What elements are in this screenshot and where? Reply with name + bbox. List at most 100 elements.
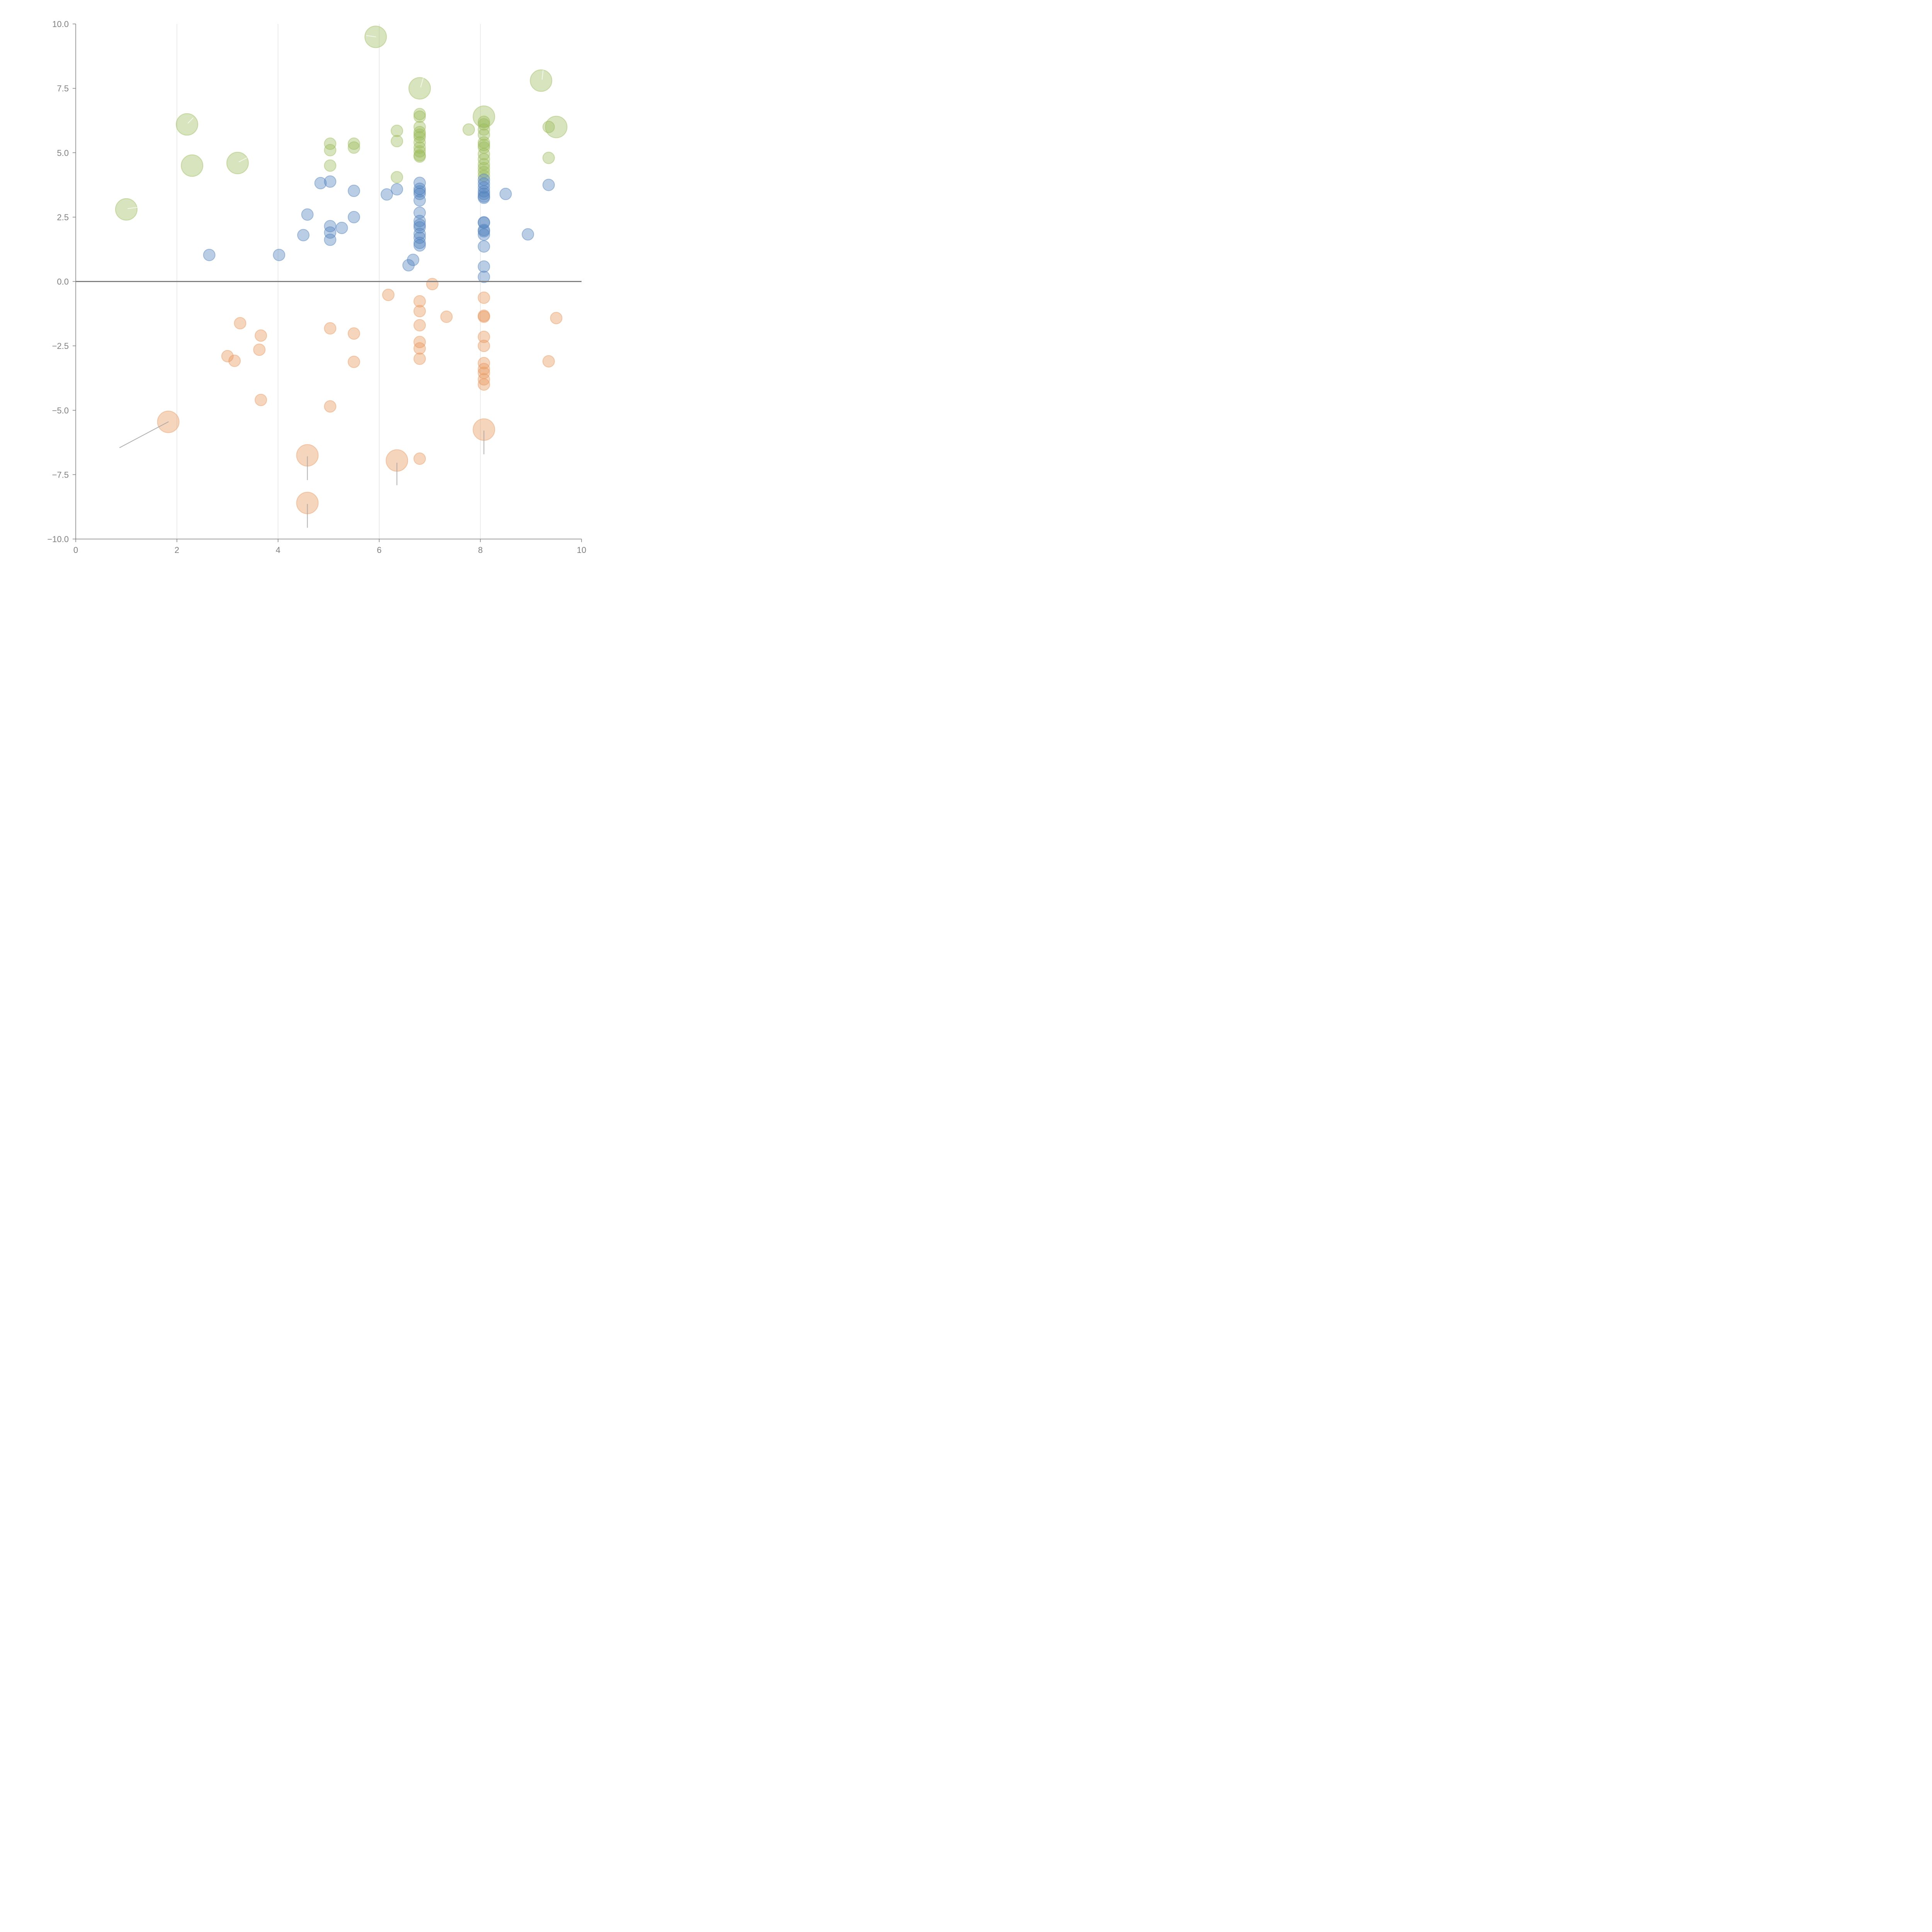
- series-orange: [157, 278, 563, 514]
- bubble-point: [221, 350, 234, 362]
- label-leader-line: [119, 421, 169, 448]
- bubble-point: [478, 148, 490, 160]
- bubble-point: [324, 220, 337, 233]
- bubbles: [115, 26, 568, 514]
- y-tick-label: 2.5: [57, 213, 69, 222]
- bubble-point: [478, 240, 490, 253]
- bubble-point: [413, 305, 426, 318]
- bubble-point: [478, 228, 490, 241]
- bubble-point: [413, 128, 426, 141]
- bubble-point: [413, 231, 426, 244]
- bubble-point: [297, 229, 310, 242]
- bubble-point: [413, 239, 426, 252]
- bubble-point: [478, 166, 490, 179]
- bubble-point: [413, 126, 426, 138]
- bubble-point: [413, 194, 426, 207]
- label-leader-line: [420, 77, 424, 88]
- bubble-point: [542, 121, 555, 133]
- bubble-point: [228, 354, 241, 367]
- bubble-point: [413, 342, 426, 355]
- x-axis-ticks: 0 2 4 6 8 10: [73, 539, 586, 555]
- bubble-point: [226, 151, 249, 174]
- bubble-point: [407, 253, 420, 266]
- bubble-point: [478, 190, 490, 203]
- bubble-point: [413, 108, 426, 121]
- bubble-point: [478, 291, 490, 304]
- bubble-point: [175, 113, 198, 136]
- y-tick-label: −2.5: [52, 341, 69, 351]
- x-tick-label: 10: [577, 545, 586, 555]
- bubble-point: [413, 218, 426, 231]
- bubble-point: [413, 452, 426, 465]
- bubble-point: [413, 206, 426, 219]
- bubble-point: [426, 278, 439, 291]
- bubble-point: [473, 105, 495, 128]
- bubble-point: [391, 124, 403, 137]
- axes: [75, 24, 582, 539]
- bubble-point: [478, 373, 490, 386]
- y-tick-label: 7.5: [57, 84, 69, 94]
- bubble-point: [413, 136, 426, 149]
- bubble-point: [478, 162, 490, 175]
- bubble-point: [542, 151, 555, 164]
- y-tick-label: 0.0: [57, 277, 69, 287]
- bubble-point: [413, 187, 426, 200]
- bubble-point: [478, 158, 490, 171]
- bubble-point: [324, 233, 337, 246]
- bubble-point: [413, 150, 426, 163]
- label-leader-line: [541, 70, 544, 80]
- bubble-point: [324, 400, 337, 413]
- bubble-point: [255, 329, 267, 342]
- bubble-point: [391, 171, 403, 184]
- bubble-point: [413, 295, 426, 308]
- bubble-point: [530, 69, 553, 92]
- bubble-point: [324, 137, 337, 150]
- bubble-point: [499, 187, 512, 200]
- bubble-point: [324, 175, 337, 188]
- bubble-point: [413, 110, 426, 123]
- bubble-point: [347, 327, 360, 340]
- bubble-point: [478, 330, 490, 343]
- bubble-point: [413, 121, 426, 133]
- leader-lines: [119, 35, 544, 528]
- bubble-point: [478, 173, 490, 186]
- bubble-point: [478, 367, 490, 379]
- bubble-point: [478, 118, 490, 131]
- bubble-point: [324, 226, 337, 239]
- bubble-point: [347, 184, 360, 197]
- bubble-point: [478, 187, 490, 200]
- bubble-point: [478, 216, 490, 229]
- bubble-point: [413, 182, 426, 195]
- label-leader-line: [366, 35, 376, 37]
- bubble-point: [255, 394, 267, 406]
- x-tick-label: 6: [377, 545, 381, 555]
- bubble-point: [314, 177, 327, 189]
- bubble-point: [413, 131, 426, 144]
- bubble-point: [413, 228, 426, 240]
- series-green: [115, 26, 568, 221]
- bubble-point: [413, 221, 426, 234]
- bubble-point: [440, 310, 453, 323]
- y-tick-label: −5.0: [52, 406, 69, 415]
- bubble-point: [413, 214, 426, 227]
- bubble-point: [391, 135, 403, 148]
- x-tick-label: 0: [73, 545, 78, 555]
- bubble-point: [478, 225, 490, 238]
- bubble-point: [478, 181, 490, 194]
- y-tick-label: 5.0: [57, 148, 69, 158]
- bubble-point: [413, 185, 426, 198]
- y-tick-label: 10.0: [52, 19, 69, 29]
- bubble-point: [253, 344, 266, 356]
- bubble-point: [522, 228, 534, 241]
- bubble-point: [347, 137, 360, 150]
- bubble-point: [478, 363, 490, 376]
- bubble-point: [347, 141, 360, 154]
- bubble-point: [478, 216, 490, 229]
- bubble-point: [324, 144, 337, 156]
- bubble-point: [413, 336, 426, 349]
- y-axis-ticks: 10.0 7.5 5.0 2.5 0.0 −2.5 −5.0 −7.5 −10.0: [47, 19, 76, 544]
- series-blue: [203, 173, 555, 283]
- bubble-point: [478, 128, 490, 141]
- bubble-point: [413, 149, 426, 162]
- bubble-point: [234, 317, 247, 330]
